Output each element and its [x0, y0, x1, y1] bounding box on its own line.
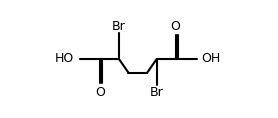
- Text: HO: HO: [55, 53, 74, 65]
- Text: O: O: [171, 20, 180, 33]
- Text: Br: Br: [112, 20, 126, 33]
- Text: O: O: [95, 86, 105, 99]
- Text: Br: Br: [150, 86, 163, 99]
- Text: OH: OH: [202, 53, 221, 65]
